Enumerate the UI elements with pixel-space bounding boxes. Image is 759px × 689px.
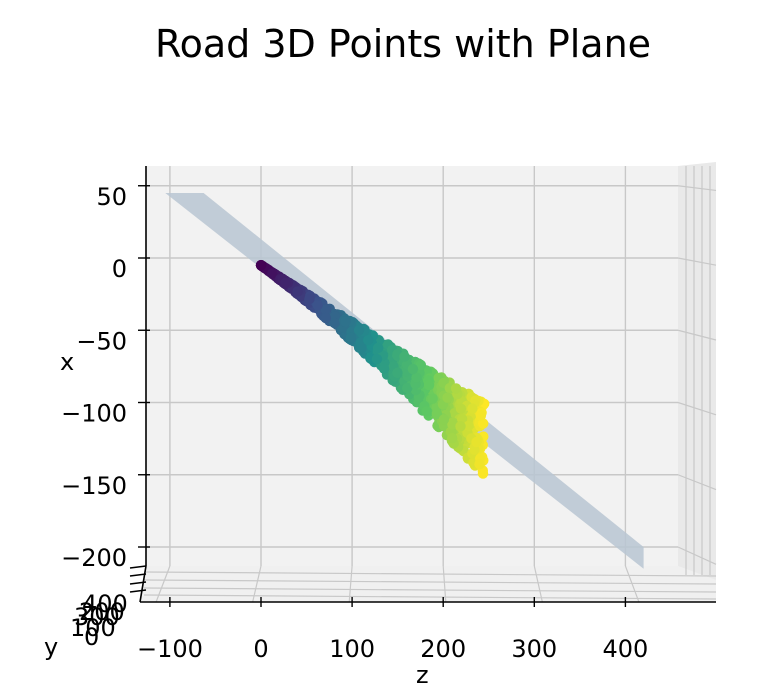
data-point [427, 393, 438, 404]
data-point [438, 414, 450, 425]
data-point [474, 459, 485, 470]
x-tick-label: −150 [61, 472, 127, 500]
data-point [392, 367, 403, 378]
chart-title: Road 3D Points with Plane [155, 22, 651, 66]
data-point [447, 433, 458, 444]
y-axis-ticks: 400 300 200 100 0 [70, 590, 128, 651]
z-tick-label: 0 [253, 635, 268, 663]
data-point [304, 293, 315, 305]
data-point [421, 406, 432, 417]
data-point [442, 392, 453, 403]
data-point [447, 419, 458, 430]
x-tick-label: −200 [61, 544, 127, 572]
data-point [402, 382, 413, 394]
z-axis-ticks: −100 0 100 200 300 400 [137, 597, 648, 663]
data-point [399, 351, 410, 362]
x-tick-label: 0 [112, 255, 127, 283]
data-point [411, 372, 422, 383]
data-point [329, 317, 340, 329]
grid-lines [143, 166, 717, 603]
grid-line-floor-horizontal [143, 587, 717, 593]
x-tick-label: −100 [61, 400, 127, 428]
y-tick-label: 400 [82, 590, 128, 618]
z-axis-label: z [416, 661, 429, 689]
x-tick-label: −50 [76, 327, 127, 355]
data-point [320, 312, 331, 324]
z-tick-label: 100 [329, 635, 375, 663]
data-point [423, 379, 435, 391]
y-tick-label: 300 [74, 603, 120, 631]
z-tick-label: 400 [602, 635, 648, 663]
data-point [407, 363, 419, 375]
z-tick-label: −100 [137, 635, 203, 663]
data-point [455, 403, 467, 414]
data-point [477, 468, 489, 479]
y-tick-label: 200 [79, 598, 125, 626]
data-point [431, 408, 443, 420]
z-tick-label: 300 [511, 635, 557, 663]
data-point [463, 420, 474, 431]
data-point [353, 325, 365, 336]
y-tick-mark [129, 589, 147, 593]
y-tick-mark [129, 573, 147, 577]
y-tick-label: 0 [84, 623, 99, 651]
data-point [345, 332, 357, 343]
x-axis-label: x [60, 348, 74, 376]
y-axis-line [139, 565, 147, 603]
data-point [372, 342, 384, 354]
data-point [255, 260, 267, 271]
data-point [450, 383, 462, 394]
axis-lines [129, 166, 716, 603]
data-point [475, 410, 487, 421]
data-point [471, 436, 482, 448]
y-tick-mark [129, 565, 147, 569]
data-point [267, 268, 278, 279]
data-point [356, 343, 367, 354]
data-point [415, 359, 427, 371]
x-tick-label: 50 [96, 183, 127, 211]
data-point [467, 403, 478, 414]
y-axis-label: y [44, 633, 58, 661]
road-points [255, 260, 490, 479]
z-tick-label: 200 [420, 635, 466, 663]
right-side-pane [678, 162, 716, 580]
data-point [378, 363, 390, 374]
grid-line-floor-horizontal [143, 594, 717, 600]
grid-line-floor-horizontal [143, 579, 717, 585]
data-point [320, 304, 331, 315]
y-tick-label: 100 [70, 614, 116, 642]
grid-line-floor [442, 565, 447, 603]
x-axis-ticks: 50 0 −50 −100 −150 −200 [61, 183, 150, 572]
data-point [363, 334, 374, 346]
data-point [371, 353, 383, 365]
data-point [312, 300, 323, 311]
data-point [280, 277, 291, 289]
data-point [292, 286, 303, 297]
grid-line-floor [533, 565, 543, 603]
data-point [455, 421, 466, 432]
y-tick-mark [129, 581, 147, 585]
data-point [478, 418, 489, 429]
grid-line-floor-horizontal [143, 571, 717, 577]
data-point [340, 316, 351, 327]
